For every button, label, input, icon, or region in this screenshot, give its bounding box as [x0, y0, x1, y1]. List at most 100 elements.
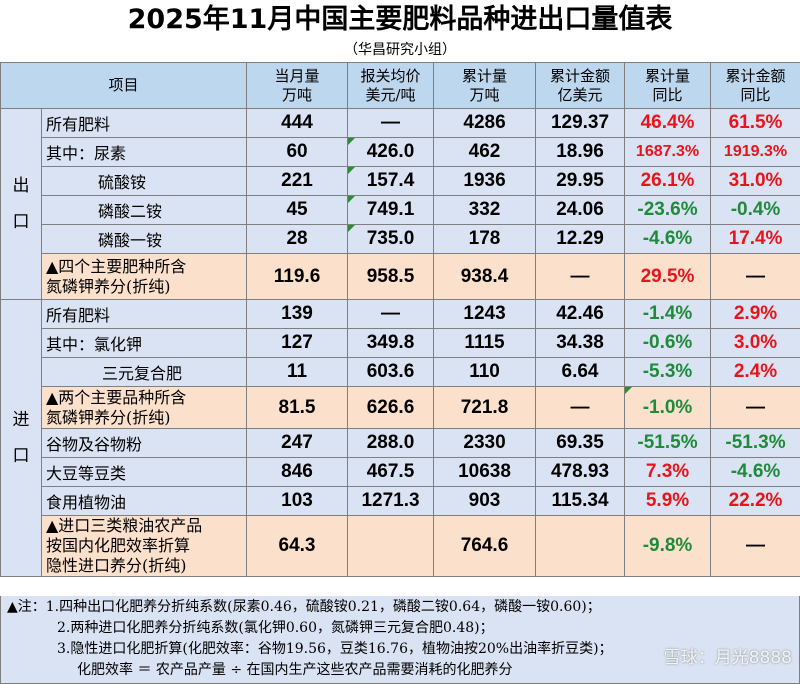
header-amt-yoy: 累计金额 同比: [710, 62, 800, 109]
cell-price: 603.6: [347, 357, 435, 387]
cell-amt-yoy: -4.6%: [710, 457, 800, 487]
cell-cum: 2330: [433, 428, 537, 458]
cell-month: 28: [246, 224, 349, 254]
table-row: 进口 所有肥料 139 — 1243 42.46 -1.4% 2.9%: [0, 299, 800, 577]
cell-price: —: [347, 299, 435, 329]
cell-cum: 1936: [433, 166, 537, 196]
table-row: 食用植物油 103 1271.3 903 115.34 5.9% 22.2%: [1, 486, 800, 516]
table-row: 磷酸一铵 28 735.0 178 12.29 -4.6% 17.4%: [1, 224, 800, 254]
cell-amt-yoy: —: [710, 515, 800, 577]
cell-qty-yoy: 46.4%: [624, 108, 712, 138]
cell-qty-yoy: -5.3%: [624, 357, 712, 387]
row-label: 硫酸铵: [40, 166, 248, 196]
table-row: 谷物及谷物粉 247 288.0 2330 69.35 -51.5% -51.3…: [1, 428, 800, 458]
header-month-qty: 当月量 万吨: [246, 62, 349, 109]
cell-amt: [535, 515, 626, 577]
cell-amt-yoy: -0.4%: [710, 195, 800, 225]
cell-amt: 24.06: [535, 195, 626, 225]
cell-amt: 129.37: [535, 108, 626, 138]
cell-price: [347, 515, 435, 577]
cell-amt-yoy: 3.0%: [710, 328, 800, 358]
fertilizer-trade-table: 项目 当月量 万吨 报关均价 美元/吨 累计量 万吨 累计金额 亿美元 累计量 同比 累计…: [0, 62, 800, 577]
note-3: 3.隐性进口化肥折算(化肥效率：谷物19.56，豆类16.76，植物油按20%出…: [57, 641, 613, 657]
cell-qty-yoy: 7.3%: [624, 457, 712, 487]
cell-price: 157.4: [347, 166, 435, 196]
table-row: 其中：尿素 60 426.0 462 18.96 1687.3% 1919.3%: [1, 137, 800, 167]
row-label: 食用植物油: [40, 486, 248, 516]
cell-amt: —: [535, 386, 626, 429]
row-label: ▲四个主要肥种所含 氮磷钾养分(折纯): [40, 253, 248, 300]
cell-price: 749.1: [347, 195, 435, 225]
cell-price: 626.6: [347, 386, 435, 429]
cell-month: 221: [246, 166, 349, 196]
table-row: 磷酸二铵 45 749.1 332 24.06 -23.6% -0.4%: [1, 195, 800, 225]
cell-month: 247: [246, 428, 349, 458]
header-cum-amt: 累计金额 亿美元: [535, 62, 626, 109]
cell-qty-yoy: 5.9%: [624, 486, 712, 516]
cell-price: 1271.3: [347, 486, 435, 516]
footnotes: ▲注：1.四种出口化肥养分折纯系数(尿素0.46，硫酸铵0.21，磷酸二铵0.6…: [0, 596, 800, 684]
cell-amt: 115.34: [535, 486, 626, 516]
cell-cum: 10638: [433, 457, 537, 487]
cell-price: 958.5: [347, 253, 435, 300]
table-row-summary: ▲四个主要肥种所含 氮磷钾养分(折纯) 119.6 958.5 938.4 — 2…: [1, 253, 800, 300]
cell-cum: 903: [433, 486, 537, 516]
cell-cum: 462: [433, 137, 537, 167]
table-row-summary: ▲进口三类粮油农产品 按国内化肥效率折算 隐性进口养分(折纯) 64.3 764.6…: [1, 515, 800, 577]
table-row: 硫酸铵 221 157.4 1936 29.95 26.1% 31.0%: [1, 166, 800, 196]
cell-qty-yoy: -9.8%: [624, 515, 712, 577]
cell-month: 139: [246, 299, 349, 329]
cell-amt: 34.38: [535, 328, 626, 358]
header-qty-yoy: 累计量 同比: [624, 62, 712, 109]
cell-amt-yoy: 2.4%: [710, 357, 800, 387]
cell-price: 288.0: [347, 428, 435, 458]
cell-price: 467.5: [347, 457, 435, 487]
cell-qty-yoy: -1.4%: [624, 299, 712, 329]
row-label: 所有肥料: [40, 299, 248, 329]
cell-amt-yoy: —: [710, 386, 800, 429]
table-row: 大豆等豆类 846 467.5 10638 478.93 7.3% -4.6%: [1, 457, 800, 487]
cell-qty-yoy: -4.6%: [624, 224, 712, 254]
cell-price: 426.0: [347, 137, 435, 167]
cell-amt-yoy: -51.3%: [710, 428, 800, 458]
cell-amt: 42.46: [535, 299, 626, 329]
cell-qty-yoy: -23.6%: [624, 195, 712, 225]
cell-cum: 1243: [433, 299, 537, 329]
table-row: 出口 所有肥料 444 — 4286 129.37 46.4% 61.5%: [0, 108, 800, 300]
cell-price: 349.8: [347, 328, 435, 358]
cell-qty-yoy: -0.6%: [624, 328, 712, 358]
cell-month: 103: [246, 486, 349, 516]
cell-cum: 332: [433, 195, 537, 225]
cell-amt: —: [535, 253, 626, 300]
cell-month: 45: [246, 195, 349, 225]
cell-qty-yoy: 29.5%: [624, 253, 712, 300]
cell-cum: 110: [433, 357, 537, 387]
cell-amt: 29.95: [535, 166, 626, 196]
page-title: 2025年11月中国主要肥料品种进出口量值表: [127, 4, 673, 35]
cell-amt: 18.96: [535, 137, 626, 167]
cell-amt-yoy: 31.0%: [710, 166, 800, 196]
cell-price: 735.0: [347, 224, 435, 254]
cell-month: 846: [246, 457, 349, 487]
cell-amt: 6.64: [535, 357, 626, 387]
cell-amt-yoy: 22.2%: [710, 486, 800, 516]
cell-cum: 938.4: [433, 253, 537, 300]
cell-amt-yoy: 2.9%: [710, 299, 800, 329]
row-label: 大豆等豆类: [40, 457, 248, 487]
row-label: ▲进口三类粮油农产品 按国内化肥效率折算 隐性进口养分(折纯): [40, 515, 248, 577]
cell-amt: 478.93: [535, 457, 626, 487]
row-label: 三元复合肥: [40, 357, 248, 387]
cell-month: 60: [246, 137, 349, 167]
cell-qty-yoy: -51.5%: [624, 428, 712, 458]
header-row: 项目 当月量 万吨 报关均价 美元/吨 累计量 万吨 累计金额 亿美元 累计量 同比 累计…: [0, 62, 800, 109]
watermark: 雪球：月光8888: [663, 648, 792, 668]
cell-amt-yoy: —: [710, 253, 800, 300]
row-label: 其中：氯化钾: [40, 328, 248, 358]
cell-qty-yoy: 26.1%: [624, 166, 712, 196]
row-label: 其中：尿素: [40, 137, 248, 167]
export-side-label: 出口: [0, 108, 42, 300]
note-1: ▲注：1.四种出口化肥养分折纯系数(尿素0.46，硫酸铵0.21，磷酸二铵0.6…: [7, 599, 601, 615]
row-label: 磷酸二铵: [40, 195, 248, 225]
row-label: ▲两个主要品种所含 氮磷钾养分(折纯): [40, 386, 248, 429]
row-label: 谷物及谷物粉: [40, 428, 248, 458]
